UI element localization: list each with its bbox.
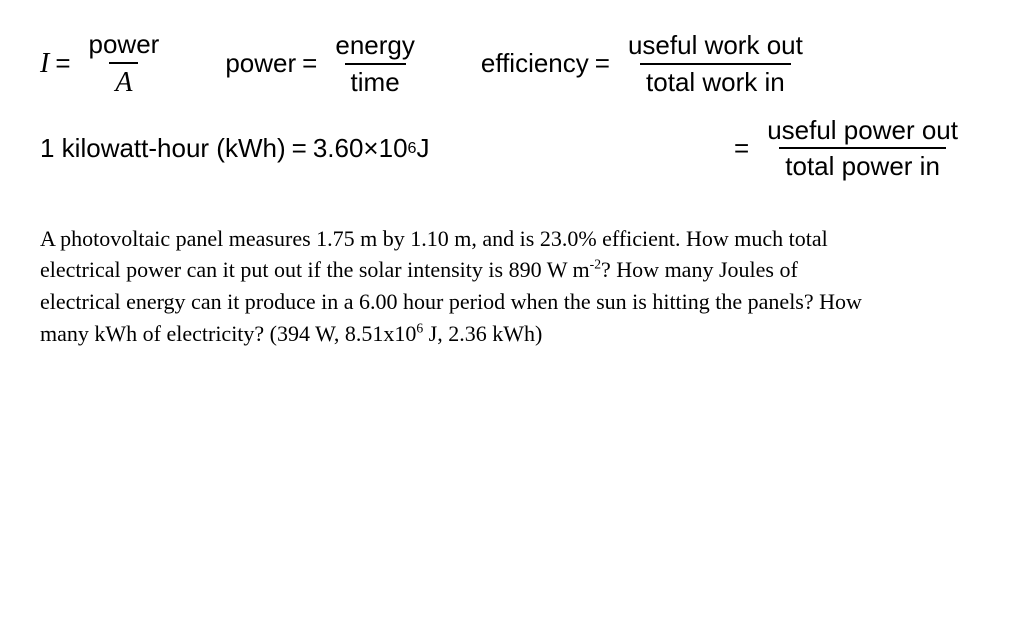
fraction-power: energy time — [329, 29, 421, 98]
power-numerator: energy — [329, 29, 421, 63]
fraction-intensity: power A — [83, 28, 166, 100]
var-I: I — [40, 48, 49, 80]
problem-line-4-post: J, 2.36 kWh) — [423, 321, 542, 346]
page: I = power A power = energy time efficien… — [0, 0, 1024, 350]
problem-line-2: electrical power can it put out if the s… — [40, 254, 980, 286]
problem-line-2-exp: -2 — [590, 257, 601, 272]
efficiency-block: efficiency = useful work out total work … — [481, 29, 809, 98]
equals-2: = — [302, 48, 317, 79]
eff-work-numerator: useful work out — [622, 29, 809, 63]
eff-power-denominator: total power in — [779, 147, 946, 183]
fraction-eff-work: useful work out total work in — [622, 29, 809, 98]
problem-line-2-pre: electrical power can it put out if the s… — [40, 257, 590, 282]
eff-work-denominator: total work in — [640, 63, 791, 99]
fraction-eff-power: useful power out total power in — [761, 114, 964, 183]
problem-line-3: electrical energy can it produce in a 6.… — [40, 286, 980, 318]
intensity-numerator: power — [83, 28, 166, 62]
equals-1: = — [55, 48, 70, 79]
problem-text: A photovoltaic panel measures 1.75 m by … — [40, 223, 980, 351]
kwh-unit: J — [417, 133, 430, 164]
formula-row-1: I = power A power = energy time efficien… — [40, 28, 984, 100]
problem-line-1: A photovoltaic panel measures 1.75 m by … — [40, 223, 980, 255]
formula-efficiency-work: efficiency = useful work out total work … — [481, 29, 809, 98]
formula-power: power = energy time — [225, 29, 421, 98]
equals-4: = — [734, 133, 749, 164]
formula-kwh: 1 kilowatt-hour (kWh) = 3.60 × 106 J — [40, 133, 430, 164]
formula-intensity: I = power A — [40, 28, 165, 100]
formula-row-2: 1 kilowatt-hour (kWh) = 3.60 × 106 J = u… — [40, 114, 984, 183]
power-lhs: power — [225, 48, 296, 79]
efficiency-lhs: efficiency — [481, 48, 589, 79]
equals-kwh: = — [292, 133, 307, 164]
kwh-coeff: 3.60 — [313, 133, 364, 164]
kwh-times: × — [363, 133, 378, 164]
kwh-base: 10 — [379, 133, 408, 164]
power-denominator: time — [345, 63, 406, 99]
intensity-denominator: A — [109, 62, 138, 100]
equals-3: = — [595, 48, 610, 79]
kwh-prefix: 1 kilowatt-hour (kWh) — [40, 133, 286, 164]
problem-line-4-pre: many kWh of electricity? (394 W, 8.51x10 — [40, 321, 416, 346]
formula-efficiency-power: = useful power out total power in — [728, 114, 964, 183]
problem-line-2-post: ? How many Joules of — [601, 257, 798, 282]
problem-line-4: many kWh of electricity? (394 W, 8.51x10… — [40, 318, 980, 350]
eff-power-numerator: useful power out — [761, 114, 964, 148]
